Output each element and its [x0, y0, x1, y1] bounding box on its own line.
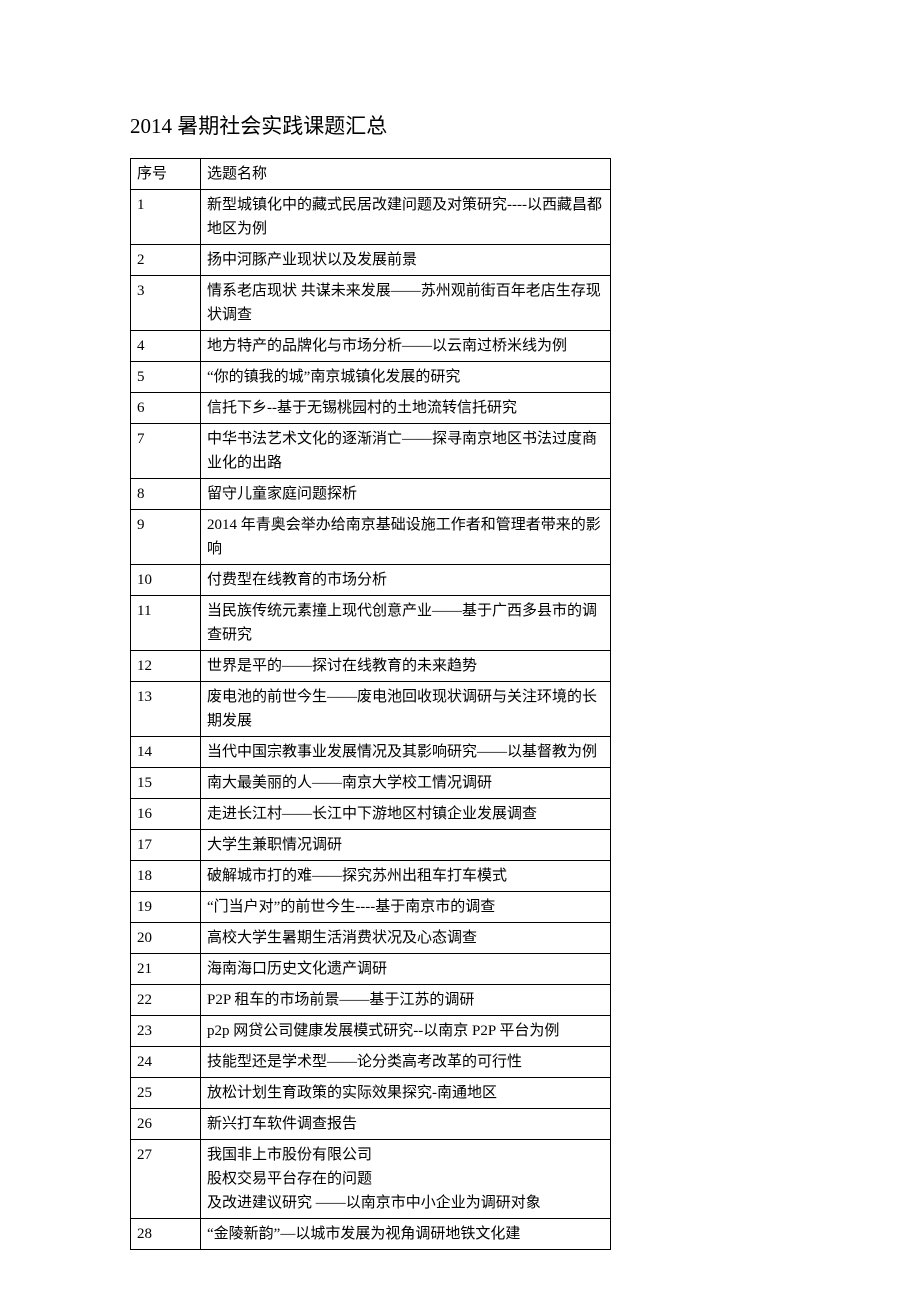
cell-num: 13 — [131, 682, 201, 737]
table-row: 12世界是平的——探讨在线教育的未来趋势 — [131, 651, 611, 682]
cell-num: 3 — [131, 276, 201, 331]
cell-num: 6 — [131, 393, 201, 424]
cell-num: 12 — [131, 651, 201, 682]
table-row: 92014 年青奥会举办给南京基础设施工作者和管理者带来的影响 — [131, 510, 611, 565]
cell-name: 扬中河豚产业现状以及发展前景 — [201, 245, 611, 276]
table-row: 1新型城镇化中的藏式民居改建问题及对策研究----以西藏昌都地区为例 — [131, 190, 611, 245]
cell-name: 技能型还是学术型——论分类高考改革的可行性 — [201, 1047, 611, 1078]
header-num: 序号 — [131, 159, 201, 190]
header-name: 选题名称 — [201, 159, 611, 190]
cell-name: 世界是平的——探讨在线教育的未来趋势 — [201, 651, 611, 682]
cell-num: 10 — [131, 565, 201, 596]
table-row: 21海南海口历史文化遗产调研 — [131, 954, 611, 985]
cell-name: 高校大学生暑期生活消费状况及心态调查 — [201, 923, 611, 954]
table-row: 10付费型在线教育的市场分析 — [131, 565, 611, 596]
table-row: 2扬中河豚产业现状以及发展前景 — [131, 245, 611, 276]
cell-num: 2 — [131, 245, 201, 276]
table-row: 27我国非上市股份有限公司 股权交易平台存在的问题 及改进建议研究 ——以南京市… — [131, 1140, 611, 1219]
cell-name: 新兴打车软件调查报告 — [201, 1109, 611, 1140]
cell-num: 17 — [131, 830, 201, 861]
table-row: 5“你的镇我的城”南京城镇化发展的研究 — [131, 362, 611, 393]
cell-num: 8 — [131, 479, 201, 510]
table-row: 22P2P 租车的市场前景——基于江苏的调研 — [131, 985, 611, 1016]
cell-name: 2014 年青奥会举办给南京基础设施工作者和管理者带来的影响 — [201, 510, 611, 565]
table-row: 28“金陵新韵”—以城市发展为视角调研地铁文化建 — [131, 1219, 611, 1250]
cell-name: “金陵新韵”—以城市发展为视角调研地铁文化建 — [201, 1219, 611, 1250]
table-row: 11当民族传统元素撞上现代创意产业——基于广西多县市的调查研究 — [131, 596, 611, 651]
table-row: 17大学生兼职情况调研 — [131, 830, 611, 861]
cell-num: 26 — [131, 1109, 201, 1140]
table-row: 20高校大学生暑期生活消费状况及心态调查 — [131, 923, 611, 954]
table-row: 25放松计划生育政策的实际效果探究-南通地区 — [131, 1078, 611, 1109]
cell-num: 19 — [131, 892, 201, 923]
cell-num: 15 — [131, 768, 201, 799]
cell-name: 破解城市打的难——探究苏州出租车打车模式 — [201, 861, 611, 892]
table-header-row: 序号 选题名称 — [131, 159, 611, 190]
cell-name: 新型城镇化中的藏式民居改建问题及对策研究----以西藏昌都地区为例 — [201, 190, 611, 245]
cell-name: 付费型在线教育的市场分析 — [201, 565, 611, 596]
cell-name: 海南海口历史文化遗产调研 — [201, 954, 611, 985]
cell-num: 4 — [131, 331, 201, 362]
cell-num: 23 — [131, 1016, 201, 1047]
table-row: 19“门当户对”的前世今生----基于南京市的调查 — [131, 892, 611, 923]
topics-table: 序号 选题名称 1新型城镇化中的藏式民居改建问题及对策研究----以西藏昌都地区… — [130, 158, 611, 1250]
cell-num: 28 — [131, 1219, 201, 1250]
cell-name: 信托下乡--基于无锡桃园村的土地流转信托研究 — [201, 393, 611, 424]
cell-num: 5 — [131, 362, 201, 393]
cell-name: 废电池的前世今生——废电池回收现状调研与关注环境的长期发展 — [201, 682, 611, 737]
table-row: 7中华书法艺术文化的逐渐消亡——探寻南京地区书法过度商业化的出路 — [131, 424, 611, 479]
cell-num: 14 — [131, 737, 201, 768]
table-row: 6信托下乡--基于无锡桃园村的土地流转信托研究 — [131, 393, 611, 424]
cell-name: 中华书法艺术文化的逐渐消亡——探寻南京地区书法过度商业化的出路 — [201, 424, 611, 479]
cell-num: 11 — [131, 596, 201, 651]
cell-num: 9 — [131, 510, 201, 565]
table-row: 15南大最美丽的人——南京大学校工情况调研 — [131, 768, 611, 799]
cell-name: 我国非上市股份有限公司 股权交易平台存在的问题 及改进建议研究 ——以南京市中小… — [201, 1140, 611, 1219]
cell-num: 1 — [131, 190, 201, 245]
topics-table-body: 序号 选题名称 1新型城镇化中的藏式民居改建问题及对策研究----以西藏昌都地区… — [131, 159, 611, 1250]
cell-num: 18 — [131, 861, 201, 892]
table-row: 26新兴打车软件调查报告 — [131, 1109, 611, 1140]
cell-name: 地方特产的品牌化与市场分析——以云南过桥米线为例 — [201, 331, 611, 362]
document-page: 2014 暑期社会实践课题汇总 序号 选题名称 1新型城镇化中的藏式民居改建问题… — [0, 0, 920, 1310]
table-row: 13废电池的前世今生——废电池回收现状调研与关注环境的长期发展 — [131, 682, 611, 737]
cell-name: 南大最美丽的人——南京大学校工情况调研 — [201, 768, 611, 799]
cell-name: 当代中国宗教事业发展情况及其影响研究——以基督教为例 — [201, 737, 611, 768]
cell-name: 留守儿童家庭问题探析 — [201, 479, 611, 510]
cell-num: 25 — [131, 1078, 201, 1109]
table-row: 3情系老店现状 共谋未来发展——苏州观前街百年老店生存现状调查 — [131, 276, 611, 331]
table-row: 8留守儿童家庭问题探析 — [131, 479, 611, 510]
cell-name: P2P 租车的市场前景——基于江苏的调研 — [201, 985, 611, 1016]
table-row: 24技能型还是学术型——论分类高考改革的可行性 — [131, 1047, 611, 1078]
table-row: 23p2p 网贷公司健康发展模式研究--以南京 P2P 平台为例 — [131, 1016, 611, 1047]
cell-name: 走进长江村——长江中下游地区村镇企业发展调查 — [201, 799, 611, 830]
cell-name: “你的镇我的城”南京城镇化发展的研究 — [201, 362, 611, 393]
page-title: 2014 暑期社会实践课题汇总 — [130, 110, 790, 140]
table-row: 14当代中国宗教事业发展情况及其影响研究——以基督教为例 — [131, 737, 611, 768]
table-row: 18破解城市打的难——探究苏州出租车打车模式 — [131, 861, 611, 892]
table-row: 4地方特产的品牌化与市场分析——以云南过桥米线为例 — [131, 331, 611, 362]
cell-num: 20 — [131, 923, 201, 954]
cell-num: 7 — [131, 424, 201, 479]
cell-num: 22 — [131, 985, 201, 1016]
cell-name: “门当户对”的前世今生----基于南京市的调查 — [201, 892, 611, 923]
cell-num: 21 — [131, 954, 201, 985]
cell-num: 24 — [131, 1047, 201, 1078]
cell-num: 27 — [131, 1140, 201, 1219]
cell-num: 16 — [131, 799, 201, 830]
cell-name: 放松计划生育政策的实际效果探究-南通地区 — [201, 1078, 611, 1109]
cell-name: 当民族传统元素撞上现代创意产业——基于广西多县市的调查研究 — [201, 596, 611, 651]
cell-name: 大学生兼职情况调研 — [201, 830, 611, 861]
cell-name: 情系老店现状 共谋未来发展——苏州观前街百年老店生存现状调查 — [201, 276, 611, 331]
cell-name: p2p 网贷公司健康发展模式研究--以南京 P2P 平台为例 — [201, 1016, 611, 1047]
table-row: 16走进长江村——长江中下游地区村镇企业发展调查 — [131, 799, 611, 830]
